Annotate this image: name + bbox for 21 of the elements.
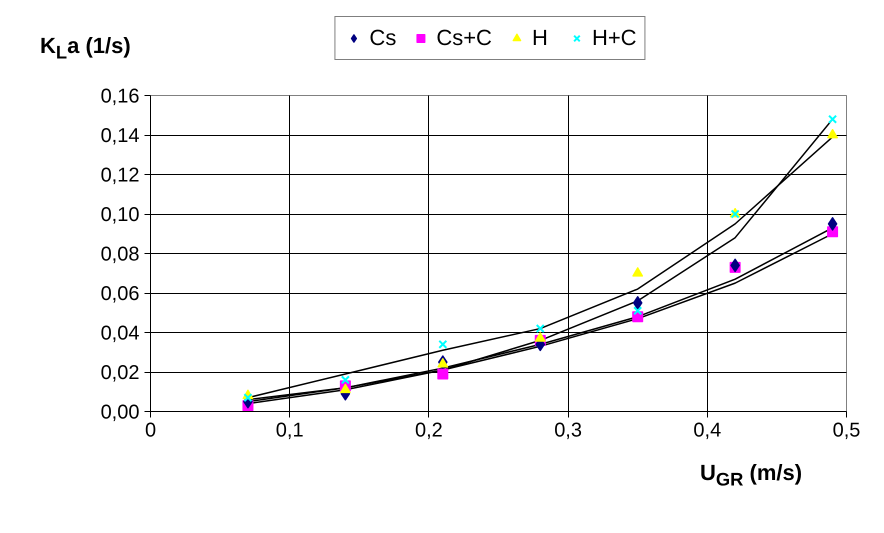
y-tick-label: 0,12 [100,164,140,186]
y-tick-label: 0,02 [100,362,140,384]
legend-label: H+C [592,24,637,50]
y-tick-label: 0,14 [100,125,140,147]
legend-label: Cs [369,24,396,50]
y-axis-title: K$_{L}$a (1/s) [40,32,131,64]
x-tick-label: 0,4 [693,420,722,442]
legend-label: Cs+C [436,24,492,50]
x-tick-label: 0,3 [554,420,582,442]
y-tick-label: 0,10 [100,204,140,226]
y-tick-label: 0,00 [100,402,140,424]
x-tick-label: 0,2 [415,420,443,442]
y-tick-label: 0,16 [100,86,140,108]
y-tick-label: 0,06 [100,283,140,305]
y-tick-label: 0,08 [100,244,140,266]
x-tick-label: 0 [144,420,156,442]
legend-label: H [532,24,549,50]
x-tick-label: 0,1 [276,420,304,442]
y-tick-label: 0,04 [100,322,140,344]
x-axis-title: U$_{GR}$ (m/s) [700,459,802,492]
x-tick-label: 0,5 [832,420,860,442]
